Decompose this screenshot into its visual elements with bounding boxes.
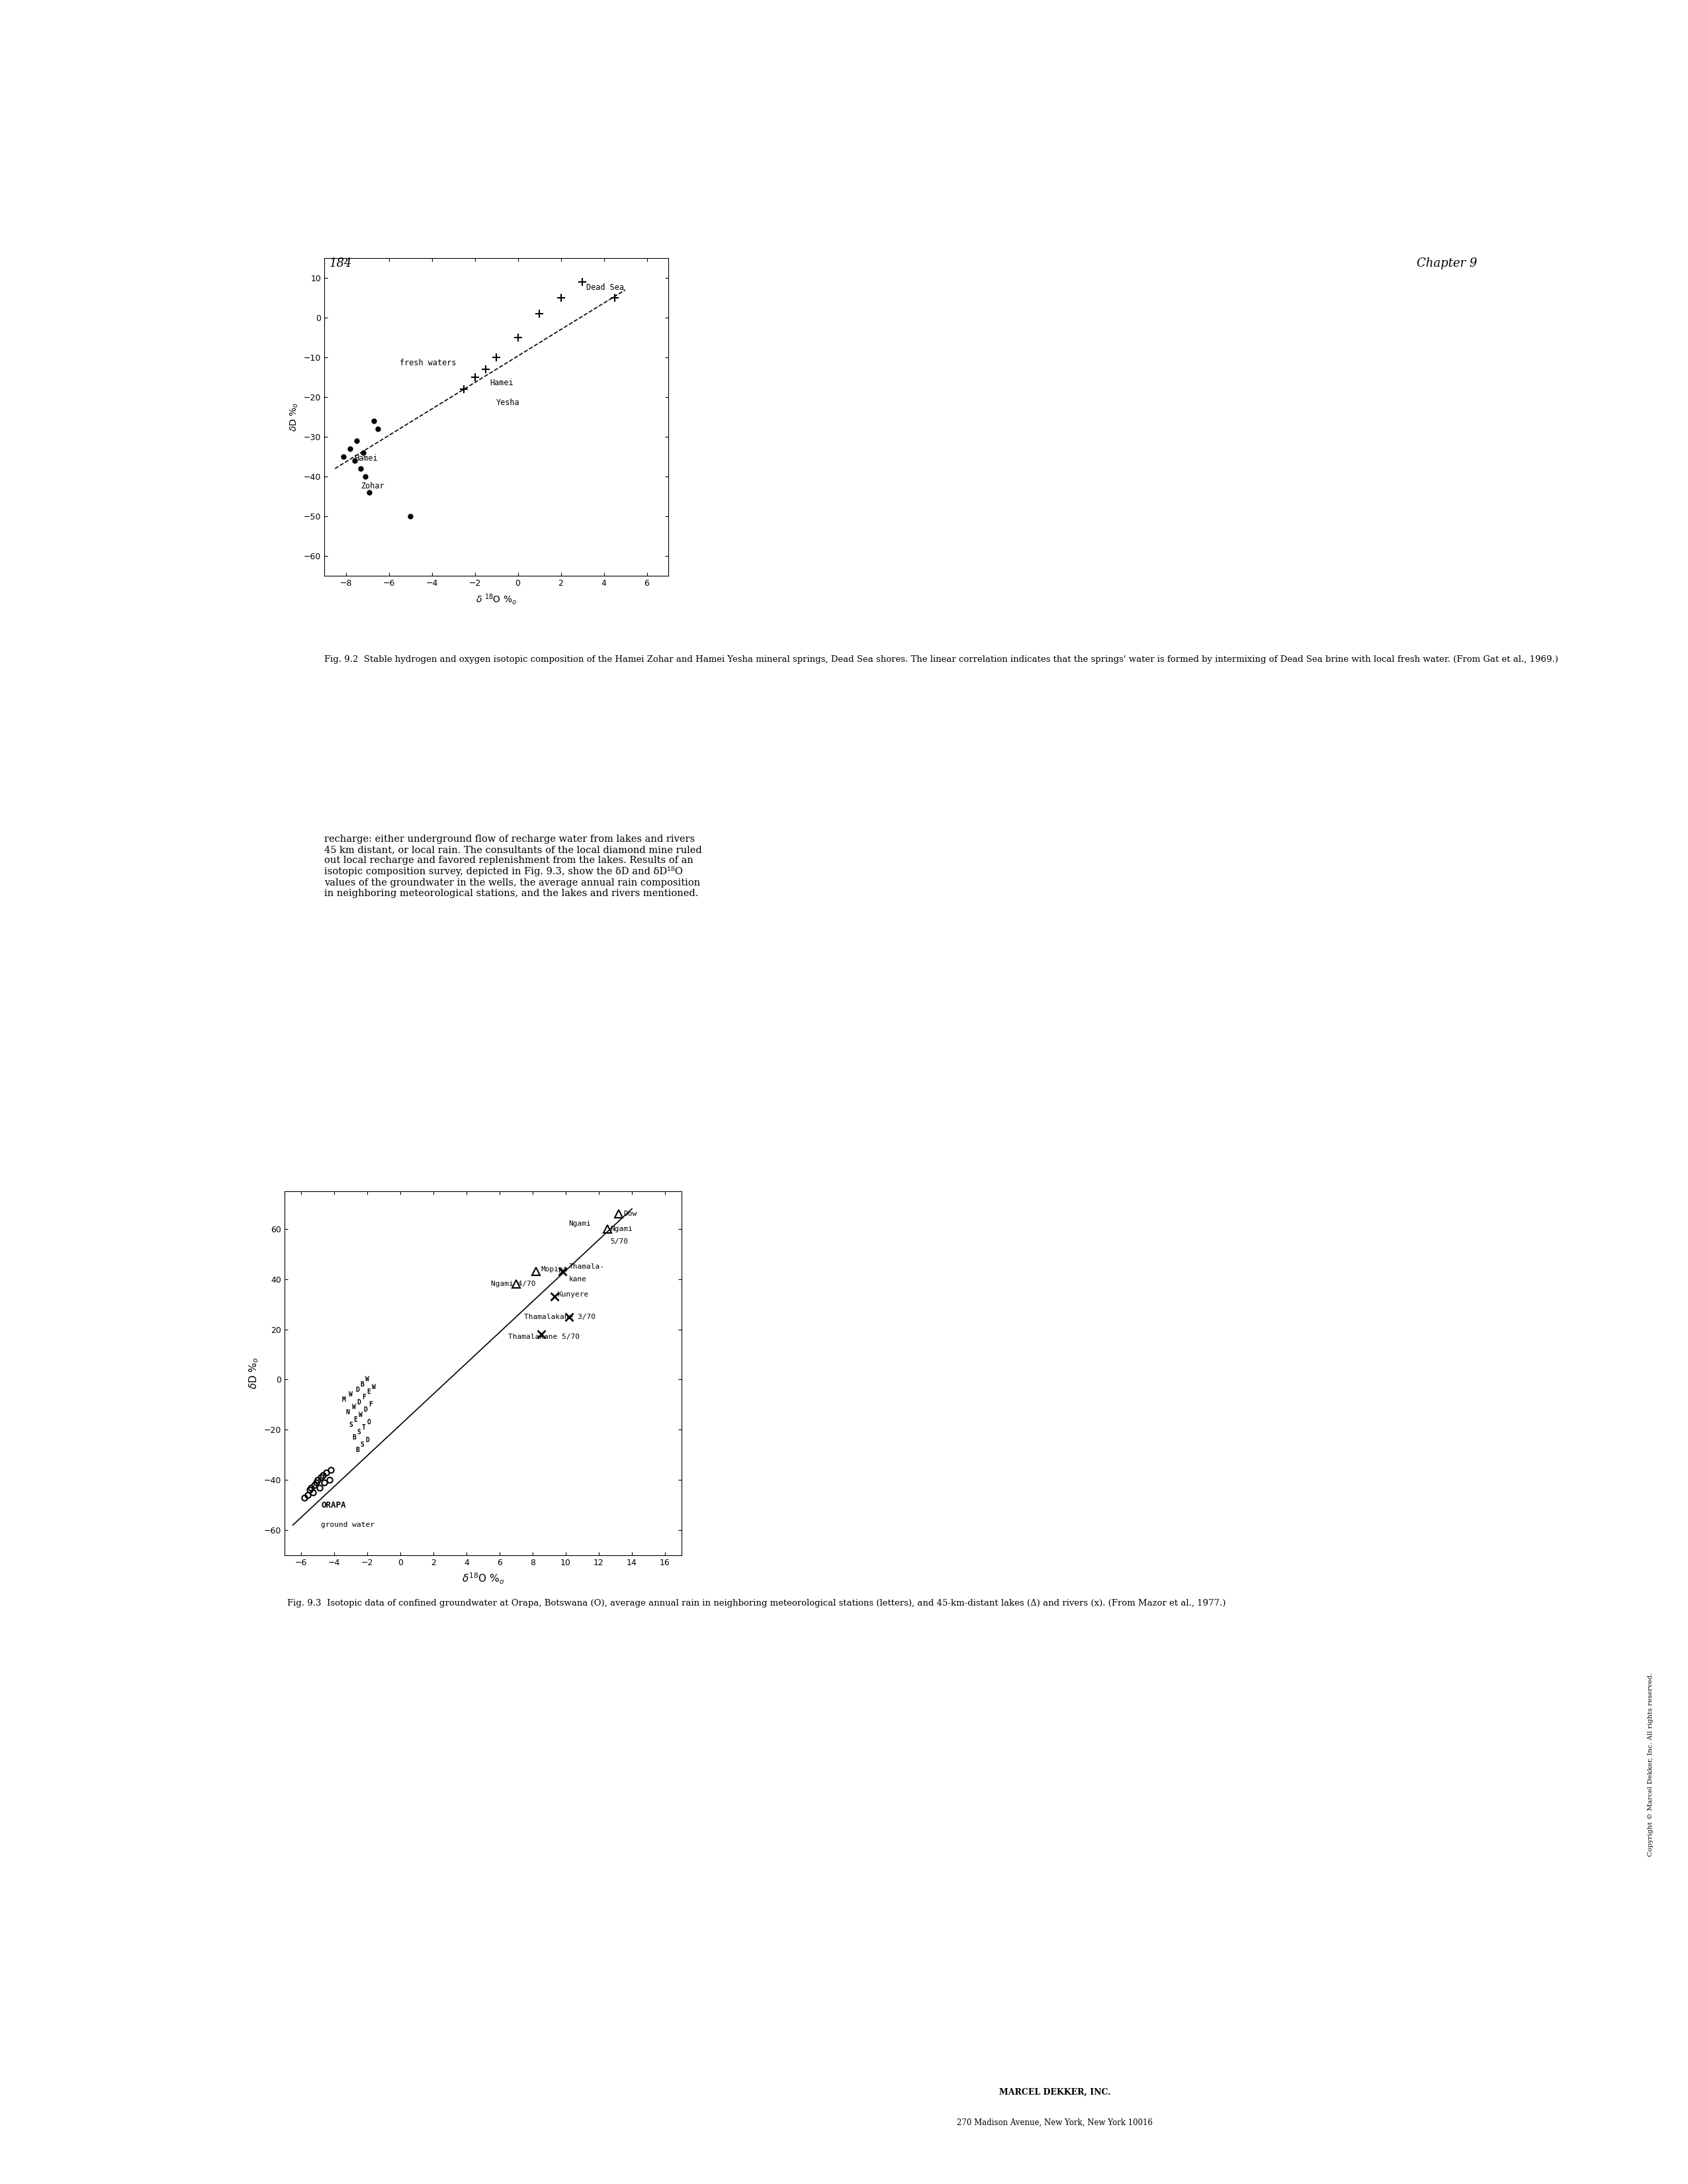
Text: MARCEL DEKKER, INC.: MARCEL DEKKER, INC.: [999, 2088, 1111, 2097]
Text: W: W: [365, 1376, 370, 1382]
Text: fresh waters: fresh waters: [400, 358, 456, 367]
Text: Dead Sea: Dead Sea: [587, 284, 625, 293]
Text: W: W: [371, 1385, 376, 1391]
X-axis label: $\delta^{18}$O %$_o$: $\delta^{18}$O %$_o$: [463, 1572, 505, 1586]
Text: Dow: Dow: [623, 1210, 636, 1216]
Text: N: N: [346, 1409, 349, 1415]
Text: D: D: [363, 1406, 368, 1413]
Text: Thamala-: Thamala-: [569, 1262, 604, 1269]
Text: B: B: [356, 1446, 360, 1452]
Text: W: W: [349, 1391, 353, 1398]
Text: Hamei: Hamei: [490, 378, 513, 387]
Text: Ngami 4/70: Ngami 4/70: [491, 1280, 537, 1286]
Y-axis label: $\delta$D %$_o$: $\delta$D %$_o$: [248, 1356, 260, 1389]
Text: Kunyere: Kunyere: [557, 1291, 589, 1297]
Text: E: E: [366, 1389, 371, 1396]
Text: S: S: [349, 1422, 353, 1428]
Text: O: O: [366, 1420, 371, 1426]
Text: D: D: [356, 1387, 360, 1393]
Text: F: F: [368, 1402, 373, 1409]
Text: D: D: [358, 1398, 361, 1406]
Text: Chapter 9: Chapter 9: [1416, 258, 1477, 269]
Text: ORAPA: ORAPA: [321, 1500, 346, 1509]
Text: Hamei: Hamei: [354, 454, 378, 463]
Text: S: S: [360, 1441, 365, 1448]
Text: Yesha: Yesha: [496, 397, 520, 406]
Text: S: S: [358, 1428, 361, 1435]
Text: B: B: [360, 1380, 365, 1387]
Text: D: D: [365, 1437, 370, 1444]
Text: Thamalakane 5/70: Thamalakane 5/70: [508, 1334, 579, 1341]
Text: T: T: [361, 1424, 366, 1431]
Text: Copyright © Marcel Dekker, Inc. All rights reserved.: Copyright © Marcel Dekker, Inc. All righ…: [1647, 1673, 1654, 1856]
X-axis label: $\delta$ $^{18}$O %$_o$: $\delta$ $^{18}$O %$_o$: [476, 592, 517, 607]
Text: F: F: [361, 1393, 366, 1400]
Text: recharge: either underground flow of recharge water from lakes and rivers
45 km : recharge: either underground flow of rec…: [324, 834, 702, 898]
Text: Ngami: Ngami: [569, 1221, 591, 1227]
Text: Thamalakane 3/70: Thamalakane 3/70: [525, 1313, 596, 1319]
Text: Zohar: Zohar: [361, 483, 385, 491]
Text: kane: kane: [569, 1275, 587, 1282]
Y-axis label: $\delta$D %$_o$: $\delta$D %$_o$: [289, 402, 300, 432]
Text: ground water: ground water: [321, 1522, 375, 1529]
Text: M: M: [343, 1396, 346, 1402]
Text: W: W: [358, 1411, 363, 1417]
Text: 184: 184: [329, 258, 353, 269]
Text: Ngami: Ngami: [611, 1225, 633, 1232]
Text: B: B: [353, 1435, 356, 1441]
Text: 5/70: 5/70: [611, 1238, 628, 1245]
Text: W: W: [353, 1404, 356, 1411]
Text: E: E: [354, 1417, 358, 1424]
Text: Fig. 9.3  Isotopic data of confined groundwater at Orapa, Botswana (O), average : Fig. 9.3 Isotopic data of confined groun…: [287, 1599, 1225, 1607]
Text: Fig. 9.2  Stable hydrogen and oxygen isotopic composition of the Hamei Zohar and: Fig. 9.2 Stable hydrogen and oxygen isot…: [324, 655, 1558, 664]
Text: 270 Madison Avenue, New York, New York 10016: 270 Madison Avenue, New York, New York 1…: [957, 2118, 1153, 2127]
Text: Mopipi: Mopipi: [540, 1267, 567, 1273]
